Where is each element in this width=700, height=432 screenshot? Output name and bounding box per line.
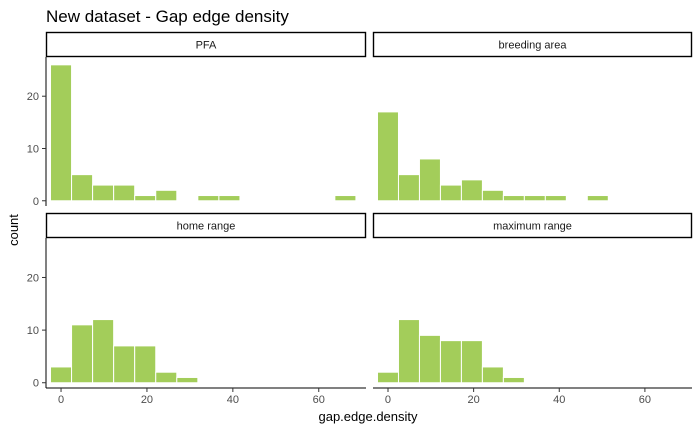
facet-strip (45, 31, 367, 58)
histogram-bar (50, 64, 73, 202)
x-tick-label: 60 (639, 394, 651, 406)
histogram-bar (113, 184, 136, 202)
x-tick-label: 40 (227, 394, 239, 406)
histogram-bar (544, 195, 567, 202)
facet-strip-label: home range (177, 221, 236, 233)
histogram-bar (502, 376, 525, 384)
facet-strip-label: maximum range (493, 221, 572, 233)
histogram-bar (439, 340, 462, 384)
histogram-bar (134, 195, 157, 202)
facet-panel: breeding area (372, 31, 693, 202)
histogram-bar (376, 111, 399, 202)
facet-panel: PFA 0 10 20 (27, 31, 367, 208)
y-tick-label: 0 (33, 196, 39, 208)
histogram-bar (92, 184, 115, 202)
histogram-bar (502, 195, 525, 202)
y-tick-label: 10 (27, 325, 39, 337)
facet-strip-label: breeding area (499, 40, 568, 52)
facet-panel: home range 0 10 20 0 20 40 60 (27, 212, 367, 406)
histogram-bar (418, 158, 441, 202)
x-tick-label: 0 (385, 394, 391, 406)
facet-panel: maximum range 0 20 40 60 (372, 212, 693, 406)
histogram-bar (71, 324, 94, 384)
facet-strip (372, 31, 693, 58)
x-tick-label: 20 (467, 394, 479, 406)
histogram-bar (71, 174, 94, 202)
histogram-bar (334, 195, 357, 202)
histogram-bar (197, 195, 220, 202)
y-tick-label: 20 (27, 272, 39, 284)
x-tick-label: 40 (553, 394, 565, 406)
histogram-bar (376, 371, 399, 384)
histogram-bar (460, 340, 483, 384)
histogram-bar (155, 371, 178, 384)
histogram-bar (218, 195, 241, 202)
histogram-bar (439, 184, 462, 202)
histogram-bar (418, 334, 441, 384)
histogram-bar (481, 189, 504, 202)
histogram-bar (397, 319, 420, 384)
facet-strip (372, 212, 693, 239)
histogram-bar (134, 345, 157, 384)
y-tick-label: 0 (33, 378, 39, 390)
facet-strip (45, 212, 367, 239)
facet-strip-label: PFA (196, 40, 217, 52)
histogram-bar (92, 319, 115, 384)
histogram-bar (113, 345, 136, 384)
y-tick-label: 10 (27, 143, 39, 155)
x-tick-label: 20 (141, 394, 153, 406)
histogram-bar (460, 179, 483, 202)
histogram-bar (586, 195, 609, 202)
y-tick-label: 20 (27, 91, 39, 103)
histogram-bar (155, 189, 178, 202)
histogram-bar (397, 174, 420, 202)
y-axis-title: count (6, 214, 21, 246)
histogram-bar (481, 366, 504, 384)
chart-title: New dataset - Gap edge density (46, 7, 289, 26)
histogram-bar (176, 376, 199, 384)
x-axis-title: gap.edge.density (318, 409, 418, 424)
x-tick-label: 0 (58, 394, 64, 406)
histogram-bar (50, 366, 73, 384)
x-tick-label: 60 (313, 394, 325, 406)
histogram-bar (523, 195, 546, 202)
